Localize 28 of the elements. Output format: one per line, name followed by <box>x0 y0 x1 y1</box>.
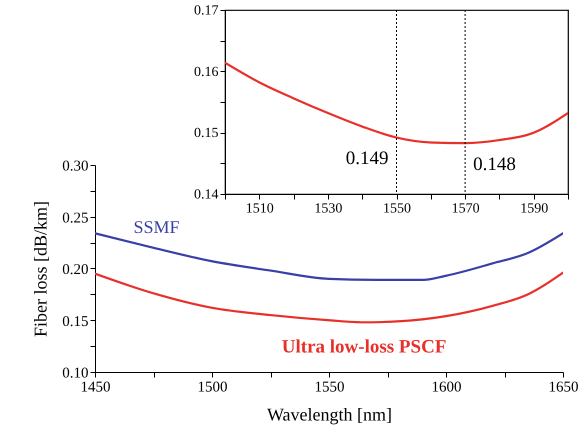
annotation: 0.148 <box>473 154 516 175</box>
y-tick-label: 0.10 <box>62 366 88 382</box>
x-tick-label: 1650 <box>548 380 578 396</box>
line-series <box>95 272 563 324</box>
series-label: SSMF <box>133 216 180 237</box>
line-series <box>225 62 568 144</box>
x-tick-label: 1550 <box>314 380 344 396</box>
x-tick-label: 1500 <box>198 380 228 396</box>
y-tick-label: 0.15 <box>194 126 218 142</box>
y-axis-title: Fiber loss [dB/km] <box>30 200 50 338</box>
y-tick-label: 0.30 <box>62 158 88 174</box>
line-series <box>95 232 563 281</box>
x-tick-label: 1530 <box>314 202 342 216</box>
series-label: Ultra low-loss PSCF <box>282 336 446 358</box>
x-axis-title: Wavelength [nm] <box>266 404 392 424</box>
x-tick-label: 1600 <box>432 380 462 396</box>
y-tick-label: 0.14 <box>194 188 218 202</box>
x-tick-label: 1450 <box>80 380 110 396</box>
y-tick-label: 0.16 <box>194 64 218 80</box>
y-tick-label: 0.20 <box>62 262 88 278</box>
x-tick-label: 1510 <box>246 202 274 216</box>
x-tick-label: 1550 <box>383 202 411 216</box>
y-tick-label: 0.17 <box>194 4 218 18</box>
y-tick-label: 0.15 <box>62 314 88 330</box>
x-tick-label: 1570 <box>452 202 480 216</box>
x-tick-label: 1590 <box>520 202 548 216</box>
annotation: 0.149 <box>346 148 388 169</box>
y-tick-label: 0.25 <box>62 210 88 226</box>
